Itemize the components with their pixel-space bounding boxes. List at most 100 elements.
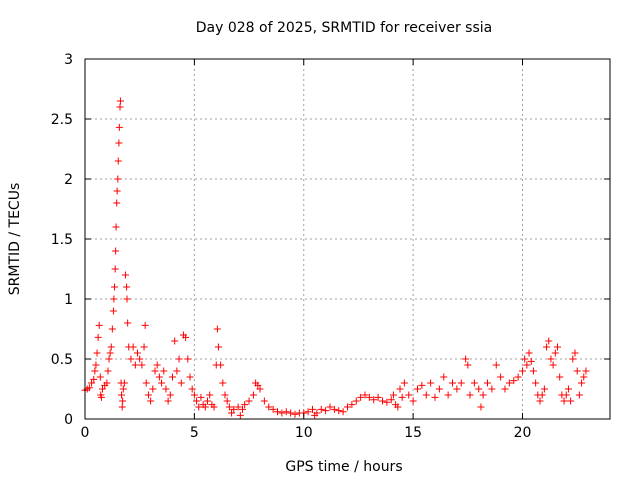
data-point [418,381,426,389]
data-point [219,379,227,387]
data-point [115,123,123,131]
data-point [93,349,101,357]
data-point [195,403,203,411]
data-point [112,247,120,255]
data-point [113,199,121,207]
data-point [529,367,537,375]
data-point [169,373,176,381]
data-point [394,403,402,411]
data-point [164,397,172,405]
data-point [109,307,117,315]
data-point [389,391,397,399]
data-point [357,393,365,401]
data-point [116,103,124,111]
data-point [435,385,443,393]
data-point [153,361,161,369]
data-point [223,397,231,405]
data-point [111,265,119,273]
data-point [91,367,99,375]
x-tick-label: 5 [190,425,199,441]
data-point [274,408,281,416]
data-point [221,391,229,399]
data-point [147,397,155,405]
data-point [449,379,456,387]
data-point [123,295,131,303]
data-point [505,379,513,387]
data-point [379,397,386,405]
data-point [470,379,478,387]
data-point [573,367,581,375]
data-point [116,97,124,105]
data-point [115,139,123,147]
ticks-layer: 0 5 10 15 20 0 0.5 1 1.5 2 2.5 3 [51,52,610,441]
data-point [519,367,526,375]
x-tick-label: 15 [404,425,422,441]
data-point [107,343,115,351]
y-tick-label: 3 [64,52,73,68]
data-point [409,397,417,405]
data-point [339,408,347,416]
data-point [106,349,114,357]
x-axis-label: GPS time / hours [285,459,402,475]
data-point [260,397,268,405]
data-point [155,373,163,381]
data-point [383,398,391,406]
data-point [431,393,439,401]
y-tick-label: 1.5 [51,232,73,248]
y-axis-label: SRMTID / TECUs [7,183,23,296]
data-point [398,393,406,401]
data-point [440,373,448,381]
data-point [313,409,321,417]
data-point [479,391,487,399]
data-point [545,337,553,345]
data-point [249,391,257,399]
data-point [214,343,222,351]
data-point [484,379,491,387]
data-point [193,397,201,405]
data-point [287,409,295,417]
data-point [361,391,369,399]
data-point [127,355,135,363]
data-point [414,385,421,393]
data-point [188,385,196,393]
x-tick-label: 0 [81,425,90,441]
data-point [166,391,174,399]
data-point [171,337,179,345]
data-point [497,373,505,381]
data-point [129,343,137,351]
data-point [108,325,116,333]
data-point [175,355,183,363]
data-point [464,361,472,369]
data-point [422,391,430,399]
data-point [501,385,509,393]
data-point [523,361,531,369]
data-point [201,403,209,411]
data-point [578,379,586,387]
data-point [532,379,540,387]
data-point [527,357,535,365]
data-point [365,393,373,401]
data-point [514,373,522,381]
y-tick-label: 0 [64,412,73,428]
data-point [551,349,559,357]
data-point [241,401,249,409]
data-point [99,385,106,393]
data-point [85,384,93,392]
data-point [453,385,461,393]
data-point [138,361,146,369]
data-point [114,157,122,165]
data-point [96,373,104,381]
data-point [543,343,551,351]
data-point [228,409,236,417]
data-point [94,333,102,341]
y-tick-label: 2 [64,172,73,188]
data-point [92,361,100,369]
data-point [142,379,150,387]
data-point [269,405,277,413]
data-point [141,321,149,329]
data-point [239,405,246,413]
points-layer [81,97,590,419]
data-point [556,373,564,381]
